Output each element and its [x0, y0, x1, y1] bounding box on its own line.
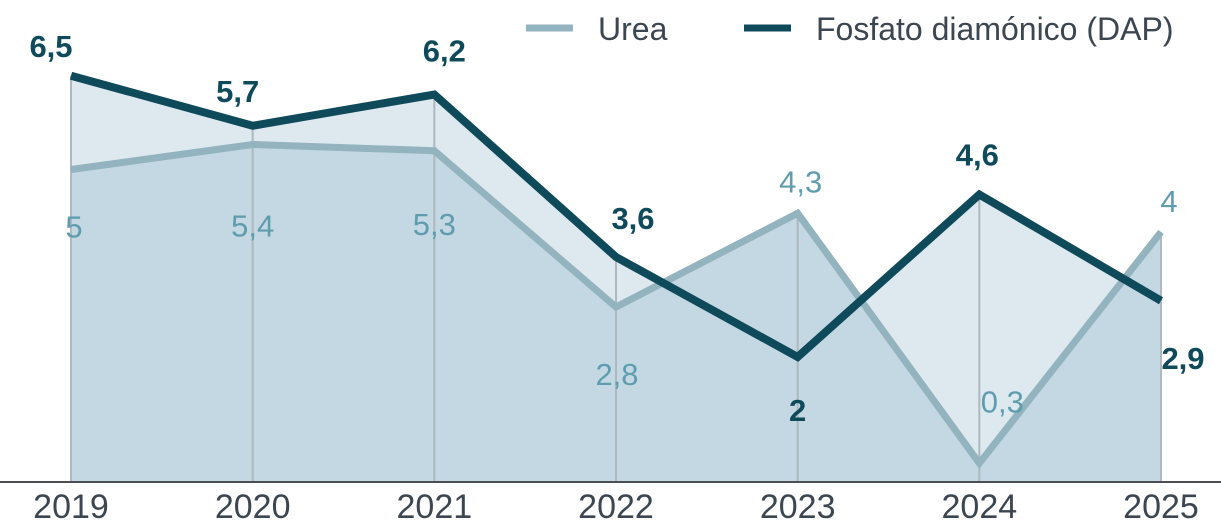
- legend-item-dap: Fosfato diamónico (DAP): [744, 11, 1173, 47]
- vertical-gridlines: [70, 75, 1162, 482]
- legend-item-urea: Urea: [526, 11, 668, 47]
- data-label-urea-2021: 5,3: [413, 207, 456, 242]
- data-label-dap-2025: 2,9: [1161, 341, 1204, 376]
- x-tick-2024: 2024: [942, 488, 1018, 526]
- data-label-dap-2022: 3,6: [611, 201, 654, 236]
- x-tick-2023: 2023: [760, 488, 836, 526]
- x-tick-2019: 2019: [33, 488, 109, 526]
- x-tick-2022: 2022: [578, 488, 654, 526]
- data-label-urea-2023: 4,3: [779, 164, 822, 199]
- line-urea: [70, 140, 1164, 470]
- data-label-urea-2020: 5,4: [231, 209, 274, 244]
- x-tick-2021: 2021: [397, 488, 473, 526]
- legend-label-dap: Fosfato diamónico (DAP): [816, 11, 1173, 47]
- x-axis-tick-labels: 2019 2020 2021 2022 2023 2024 2025: [33, 488, 1199, 526]
- data-label-dap-2023: 2: [789, 393, 806, 428]
- data-label-urea-2019: 5: [65, 210, 82, 245]
- data-label-urea-2025: 4: [1160, 184, 1177, 219]
- line-dap: [69, 71, 1164, 362]
- data-label-urea-2022: 2,8: [595, 357, 638, 392]
- data-label-dap-2024: 4,6: [956, 138, 999, 173]
- data-label-layer: 6,5 5,7 6,2 3,6 2 4,6 2,9 5 5,4 5,3 2,8 4,3 0,3 4: [29, 29, 1204, 428]
- x-tick-2025: 2025: [1123, 488, 1199, 526]
- legend-label-urea: Urea: [598, 11, 668, 47]
- legend: Urea Fosfato diamónico (DAP): [526, 11, 1173, 47]
- x-tick-2020: 2020: [215, 488, 291, 526]
- data-label-urea-2024: 0,3: [981, 384, 1024, 419]
- data-label-dap-2019: 6,5: [29, 29, 72, 64]
- data-label-dap-2021: 6,2: [423, 34, 466, 69]
- line-layer: [69, 71, 1164, 470]
- data-label-dap-2020: 5,7: [216, 74, 259, 109]
